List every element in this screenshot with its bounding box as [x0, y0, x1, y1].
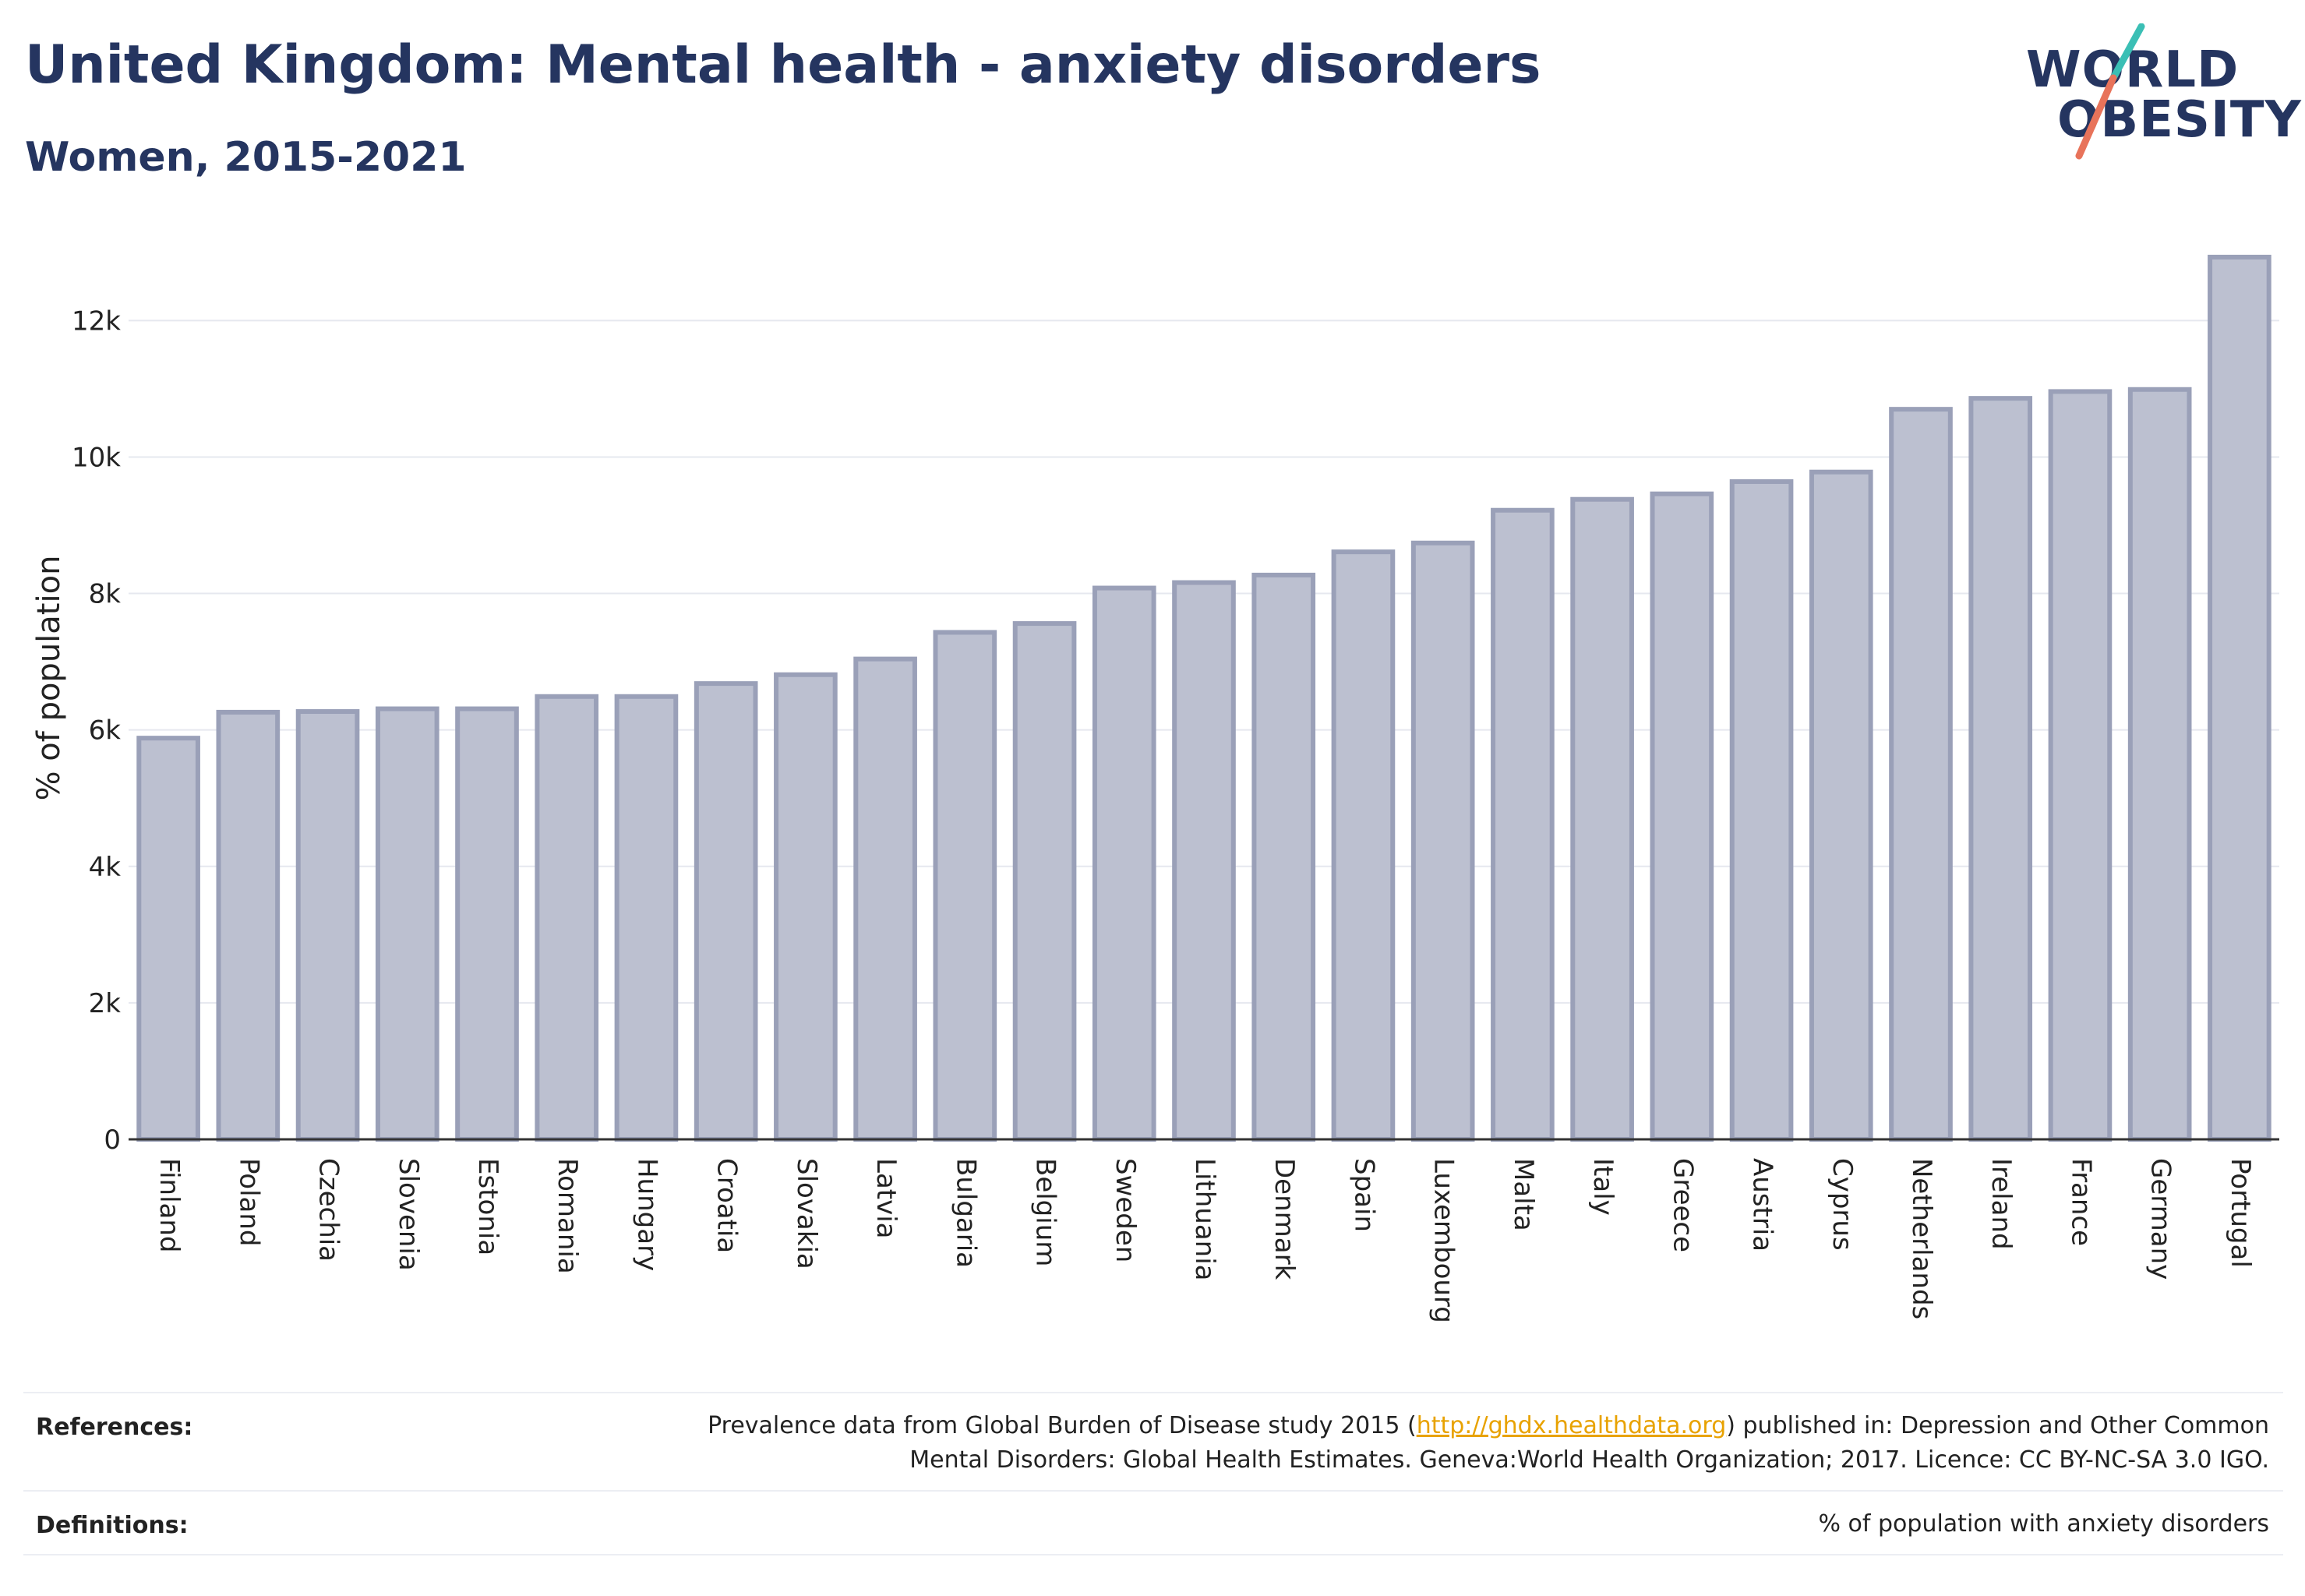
bar-germany[interactable] — [2127, 387, 2192, 1142]
x-tick-label: Portugal — [2225, 1158, 2256, 1268]
y-tick-label: 8k — [89, 579, 122, 610]
references-text-line-2: Mental Disorders: Global Health Estimate… — [909, 1446, 2269, 1474]
bar-luxembourg[interactable] — [1410, 540, 1475, 1142]
y-axis-label: % of population — [31, 556, 67, 801]
bar-poland[interactable] — [216, 709, 281, 1142]
footer-divider-bottom — [23, 1554, 2283, 1555]
bar-greece[interactable] — [1650, 491, 1714, 1142]
bar-croatia[interactable] — [694, 681, 758, 1142]
x-tick-label: Finland — [154, 1158, 185, 1253]
x-tick-label: Bulgaria — [950, 1158, 981, 1268]
x-tick-label: Italy — [1587, 1158, 1618, 1216]
y-tick-label: 2k — [89, 988, 122, 1019]
bar-ireland[interactable] — [1968, 396, 2033, 1142]
x-tick-label: Spain — [1348, 1158, 1379, 1232]
x-tick-label: Luxembourg — [1428, 1158, 1460, 1323]
x-tick-label: Germany — [2145, 1158, 2176, 1280]
x-tick-label: Denmark — [1269, 1158, 1300, 1280]
footer-divider-top — [23, 1392, 2283, 1393]
bar-slovakia[interactable] — [774, 672, 838, 1142]
references-text-part-1: Prevalence data from Global Burden of Di… — [708, 1412, 1417, 1439]
definitions-text: % of population with anxiety disorders — [1818, 1510, 2269, 1538]
bar-austria[interactable] — [1729, 478, 1794, 1142]
bar-spain[interactable] — [1331, 549, 1396, 1142]
chart-subtitle: Women, 2015-2021 — [25, 134, 467, 181]
bar-slovenia[interactable] — [375, 706, 439, 1142]
bar-france[interactable] — [2048, 389, 2113, 1142]
y-axis-ticks: 0 2k 4k 6k 8k 10k 12k — [72, 305, 121, 1156]
bar-sweden[interactable] — [1092, 585, 1156, 1142]
bar-latvia[interactable] — [853, 656, 917, 1142]
x-tick-label: Ireland — [1986, 1158, 2017, 1250]
x-tick-label: Cyprus — [1827, 1158, 1858, 1251]
bar-italy[interactable] — [1570, 496, 1634, 1142]
x-tick-label: Hungary — [631, 1158, 662, 1271]
y-tick-label: 6k — [89, 715, 122, 747]
y-tick-label: 4k — [89, 852, 122, 883]
footer-divider-middle — [23, 1490, 2283, 1492]
x-tick-label: Lithuania — [1189, 1158, 1220, 1280]
logo-line-1: WORLD — [2026, 41, 2240, 99]
world-obesity-logo: WORLD OBESITY — [2026, 23, 2301, 171]
x-tick-label: Austria — [1747, 1158, 1778, 1252]
chart-title: United Kingdom: Mental health - anxiety … — [25, 34, 1541, 96]
bar-denmark[interactable] — [1251, 572, 1316, 1142]
x-tick-label: Netherlands — [1906, 1158, 1937, 1319]
y-tick-label: 10k — [72, 442, 121, 473]
x-tick-label: Belgium — [1030, 1158, 1061, 1266]
x-axis-labels: Finland Poland Czechia Slovenia Estonia Roman… — [154, 1158, 2256, 1323]
references-text-part-2: ) published in: Depression and Other Com… — [1726, 1412, 2269, 1439]
bar-portugal[interactable] — [2208, 254, 2271, 1142]
x-tick-label: Croatia — [711, 1158, 743, 1253]
references-link[interactable]: http://ghdx.healthdata.org — [1416, 1412, 1727, 1439]
bar-czechia[interactable] — [295, 709, 360, 1142]
x-tick-label: Estonia — [472, 1158, 503, 1255]
y-tick-label: 12k — [72, 305, 121, 337]
bar-hungary[interactable] — [614, 694, 679, 1142]
x-tick-label: France — [2065, 1158, 2096, 1246]
logo-slash-icon — [2075, 23, 2145, 160]
bar-bulgaria[interactable] — [933, 630, 997, 1142]
bar-lithuania[interactable] — [1172, 580, 1236, 1142]
references-text: Prevalence data from Global Burden of Di… — [708, 1409, 2269, 1478]
x-tick-label: Greece — [1667, 1158, 1698, 1252]
bar-romania[interactable] — [535, 694, 599, 1142]
y-tick-label: 0 — [104, 1125, 121, 1156]
bar-malta[interactable] — [1491, 507, 1555, 1142]
definitions-label: Definitions: — [36, 1512, 189, 1539]
bar-cyprus[interactable] — [1809, 469, 1873, 1142]
x-tick-label: Sweden — [1110, 1158, 1141, 1262]
x-tick-label: Malta — [1508, 1158, 1539, 1231]
bar-belgium[interactable] — [1012, 621, 1077, 1142]
bar-estonia[interactable] — [455, 706, 519, 1142]
references-label: References: — [36, 1414, 193, 1441]
x-tick-label: Czechia — [313, 1158, 344, 1262]
bar-chart: 0 2k 4k 6k 8k 10k 12k Finland Poland Czechia Slov… — [31, 254, 2279, 1323]
x-tick-label: Slovakia — [791, 1158, 822, 1269]
bars — [136, 254, 2271, 1142]
x-tick-label: Latvia — [870, 1158, 902, 1239]
x-tick-label: Slovenia — [393, 1158, 424, 1271]
bar-netherlands[interactable] — [1889, 407, 1953, 1142]
x-tick-label: Poland — [233, 1158, 264, 1247]
x-tick-label: Romania — [552, 1158, 583, 1274]
bar-finland[interactable] — [136, 736, 200, 1142]
